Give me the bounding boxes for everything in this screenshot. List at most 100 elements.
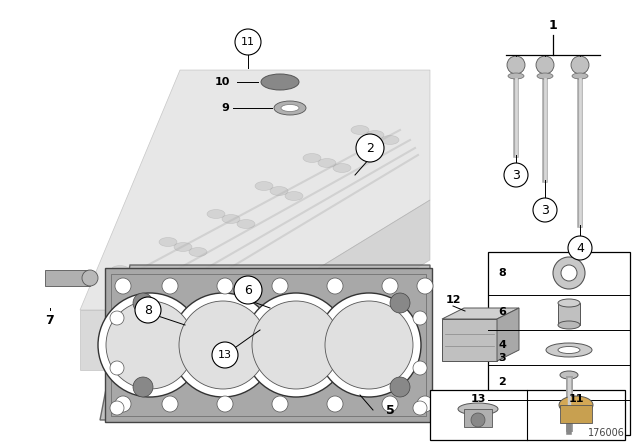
Ellipse shape	[366, 130, 384, 139]
Polygon shape	[442, 308, 519, 319]
Circle shape	[325, 301, 413, 389]
Text: 11: 11	[568, 394, 584, 404]
Polygon shape	[80, 310, 250, 370]
Bar	[430, 390, 625, 440]
Ellipse shape	[559, 396, 593, 414]
Text: 11: 11	[241, 37, 255, 47]
Bar	[45, 270, 90, 286]
Ellipse shape	[274, 101, 306, 115]
Circle shape	[110, 361, 124, 375]
Ellipse shape	[261, 74, 299, 90]
Circle shape	[327, 396, 343, 412]
Text: 8: 8	[144, 303, 152, 316]
Ellipse shape	[458, 403, 498, 415]
Ellipse shape	[572, 73, 588, 79]
Circle shape	[504, 163, 528, 187]
Ellipse shape	[270, 186, 288, 195]
Polygon shape	[100, 265, 430, 420]
Ellipse shape	[333, 164, 351, 172]
Circle shape	[162, 278, 178, 294]
Circle shape	[413, 401, 427, 415]
Text: 6: 6	[244, 284, 252, 297]
Text: 4: 4	[498, 340, 506, 350]
Text: 8: 8	[498, 268, 506, 278]
Text: 1: 1	[548, 18, 557, 31]
Circle shape	[106, 301, 194, 389]
Ellipse shape	[381, 135, 399, 145]
Circle shape	[390, 377, 410, 397]
Circle shape	[252, 301, 340, 389]
Ellipse shape	[558, 346, 580, 353]
Circle shape	[413, 361, 427, 375]
Text: 12: 12	[445, 295, 461, 305]
Ellipse shape	[174, 242, 192, 251]
Circle shape	[162, 396, 178, 412]
Text: 13: 13	[218, 350, 232, 360]
Circle shape	[115, 396, 131, 412]
Text: 6: 6	[498, 307, 506, 317]
Circle shape	[417, 278, 433, 294]
Circle shape	[413, 311, 427, 325]
Bar	[111, 274, 426, 416]
Ellipse shape	[159, 237, 177, 246]
Circle shape	[110, 311, 124, 325]
Ellipse shape	[351, 125, 369, 134]
Circle shape	[133, 377, 153, 397]
Text: 10: 10	[214, 77, 230, 87]
Circle shape	[235, 29, 261, 55]
Circle shape	[217, 278, 233, 294]
Bar	[560, 405, 592, 423]
Text: 7: 7	[45, 314, 54, 327]
Text: 3: 3	[498, 353, 506, 363]
Ellipse shape	[281, 104, 299, 112]
Circle shape	[135, 297, 161, 323]
Circle shape	[179, 301, 267, 389]
Ellipse shape	[141, 276, 159, 284]
Ellipse shape	[560, 371, 578, 379]
Circle shape	[115, 278, 131, 294]
Polygon shape	[250, 200, 430, 370]
Circle shape	[272, 396, 288, 412]
Bar	[558, 303, 580, 325]
Circle shape	[533, 198, 557, 222]
Ellipse shape	[111, 266, 129, 275]
Circle shape	[327, 278, 343, 294]
Ellipse shape	[546, 343, 592, 357]
Circle shape	[553, 257, 585, 289]
Circle shape	[536, 56, 554, 74]
Circle shape	[244, 293, 348, 397]
Circle shape	[568, 236, 592, 260]
Ellipse shape	[285, 191, 303, 201]
Bar	[488, 252, 630, 435]
Circle shape	[272, 278, 288, 294]
Bar	[464, 409, 492, 427]
Polygon shape	[80, 70, 430, 310]
Text: 2: 2	[366, 142, 374, 155]
Circle shape	[110, 401, 124, 415]
Circle shape	[471, 413, 485, 427]
Polygon shape	[497, 308, 519, 361]
Circle shape	[382, 396, 398, 412]
Circle shape	[390, 293, 410, 313]
Circle shape	[133, 293, 153, 313]
Text: 3: 3	[541, 203, 549, 216]
Circle shape	[212, 342, 238, 368]
Ellipse shape	[222, 215, 240, 224]
Text: 4: 4	[576, 241, 584, 254]
Ellipse shape	[558, 299, 580, 307]
Ellipse shape	[508, 73, 524, 79]
Bar	[105, 268, 432, 422]
Ellipse shape	[303, 154, 321, 163]
Ellipse shape	[255, 181, 273, 190]
Circle shape	[98, 293, 202, 397]
Ellipse shape	[126, 271, 144, 280]
Circle shape	[317, 293, 421, 397]
Text: 3: 3	[512, 168, 520, 181]
Circle shape	[234, 276, 262, 304]
Text: 2: 2	[498, 377, 506, 387]
Ellipse shape	[318, 159, 336, 168]
Bar	[442, 319, 497, 361]
Ellipse shape	[207, 210, 225, 219]
Ellipse shape	[537, 73, 553, 79]
Circle shape	[507, 56, 525, 74]
